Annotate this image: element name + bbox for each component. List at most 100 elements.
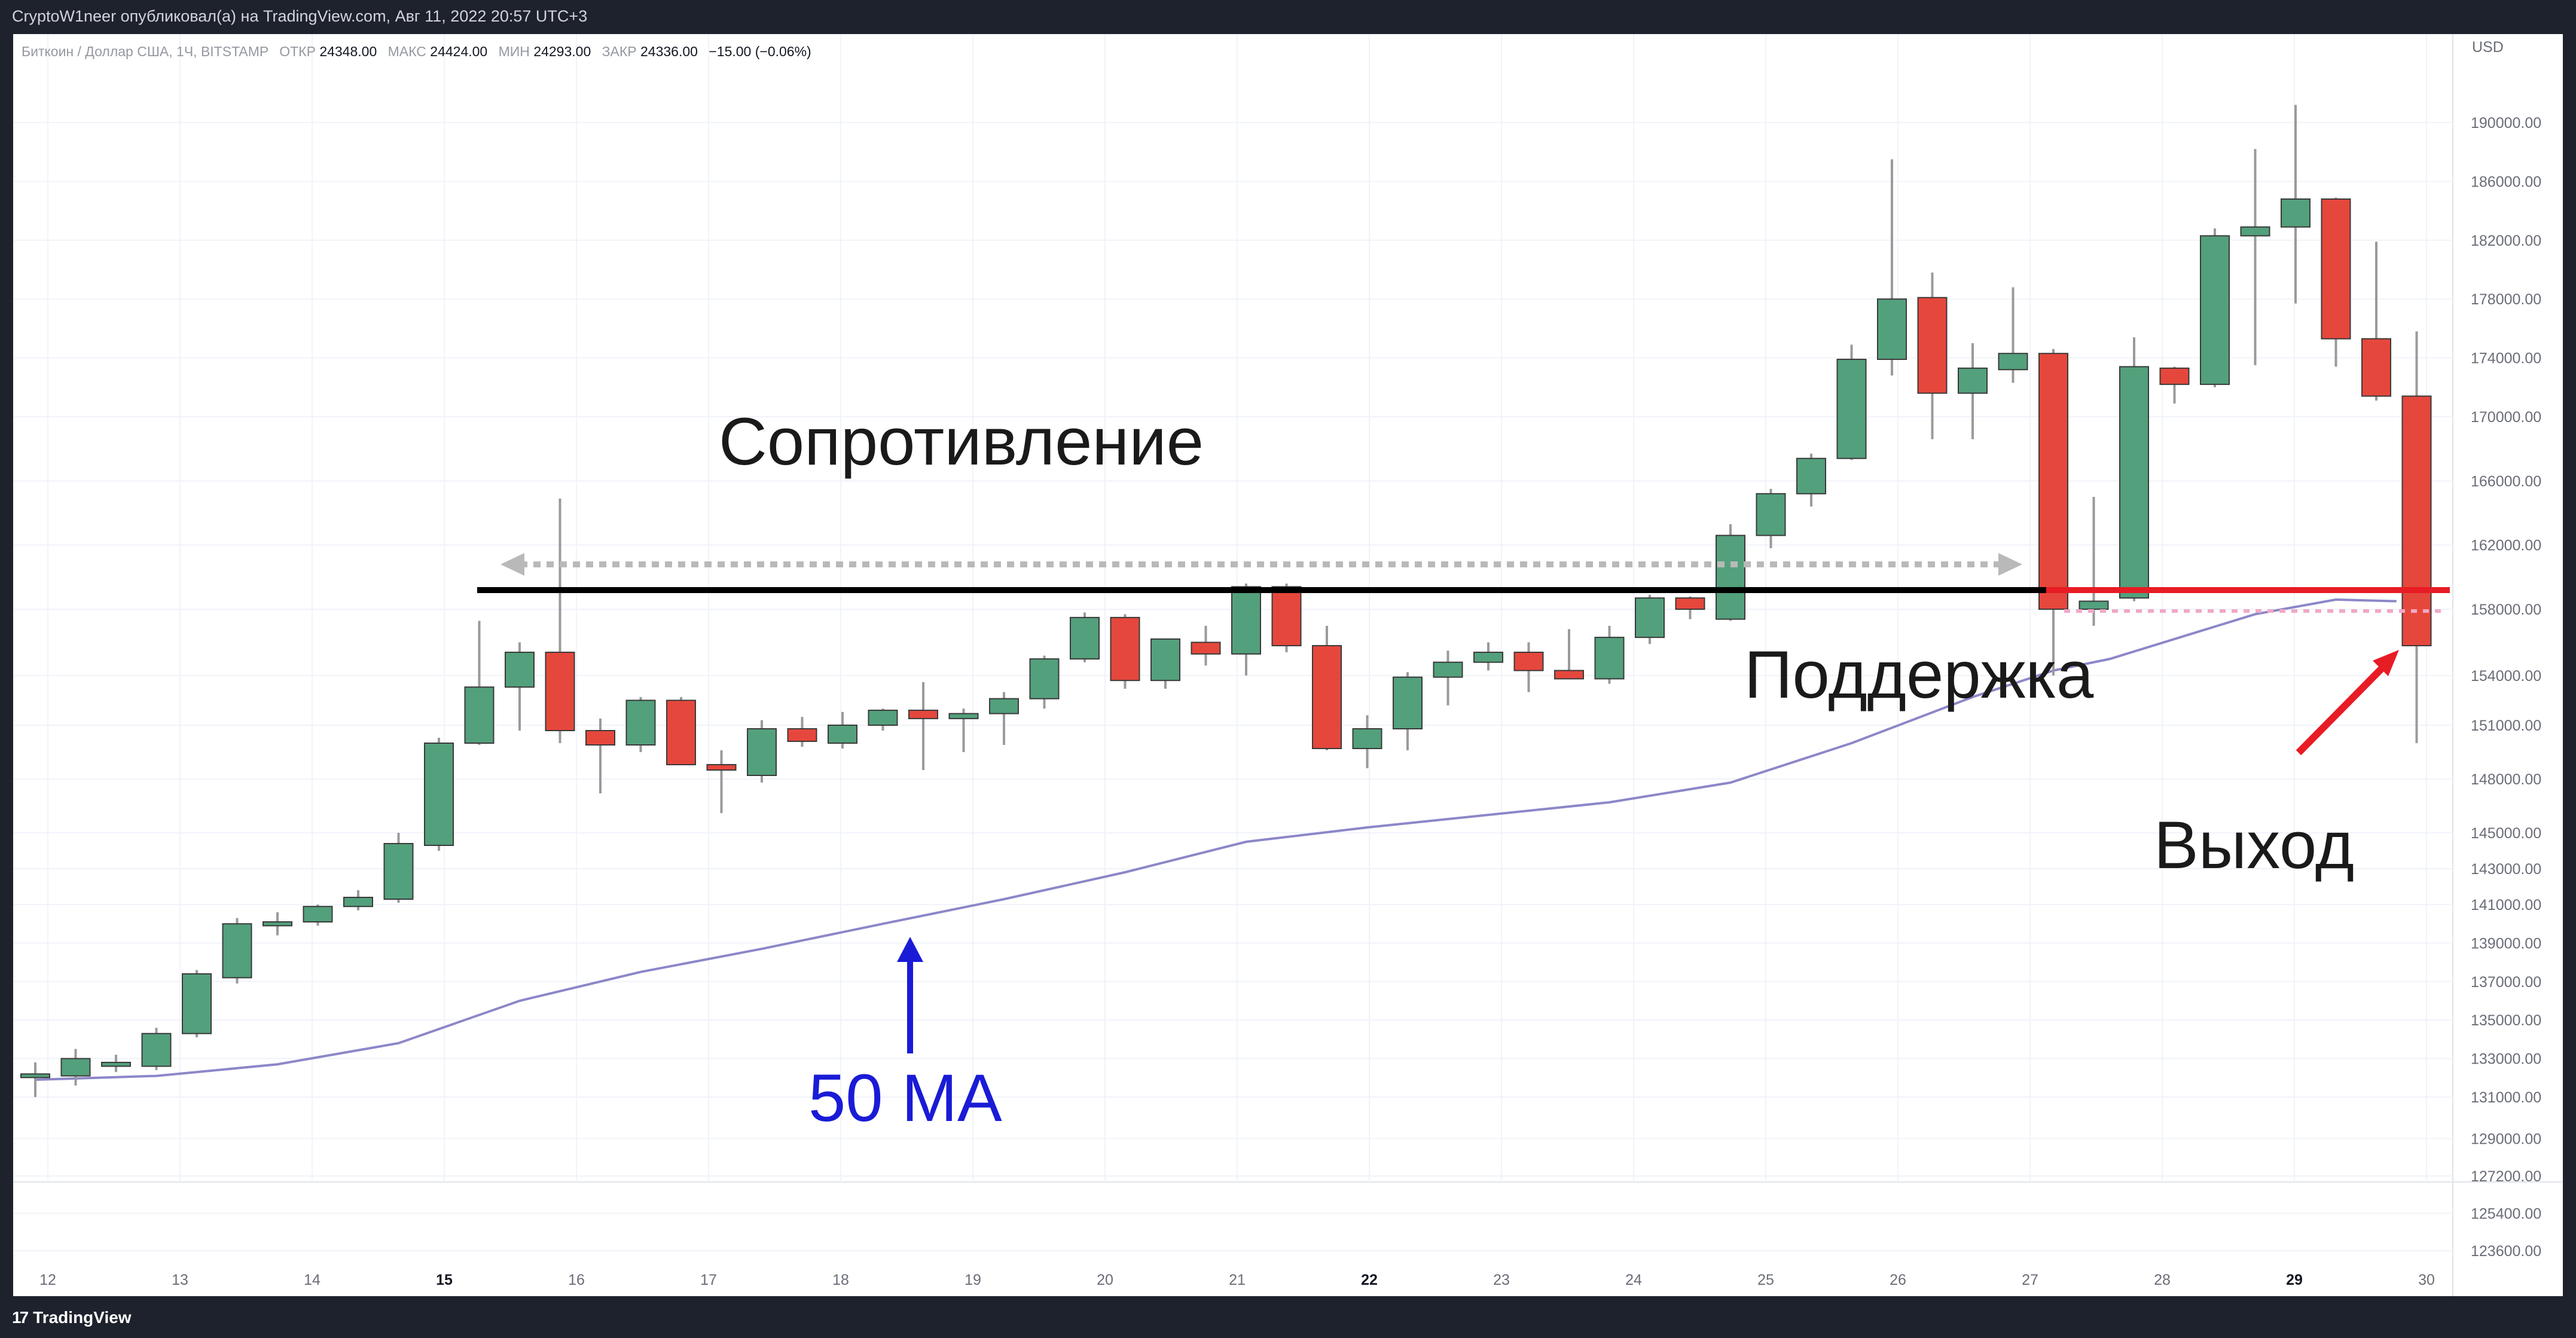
time-tick-label: 13: [172, 1272, 188, 1288]
candle-body: [2159, 367, 2190, 385]
time-tick-label: 20: [1097, 1272, 1113, 1288]
legend-low-value: 24293.00: [533, 44, 591, 59]
time-tick-label: 12: [39, 1272, 56, 1288]
candle-body: [343, 897, 373, 908]
time-tick-label: 18: [832, 1272, 849, 1288]
candle-body: [747, 728, 777, 776]
candle-body: [1029, 658, 1060, 699]
resistance-label: Сопротивление: [719, 404, 1204, 479]
candle: [2078, 497, 2109, 626]
ohlc-legend: Биткоин / Доллар США, 1Ч, BITSTAMP ОТКР …: [22, 44, 811, 59]
candle-body: [2240, 226, 2270, 237]
candle-body: [1796, 457, 1826, 494]
candle: [1191, 625, 1221, 666]
candle-body: [1433, 661, 1463, 678]
candle: [1554, 629, 1584, 680]
price-tick-label: 154000.00: [2471, 668, 2541, 685]
candle-body: [1393, 676, 1423, 729]
candle-body: [1110, 616, 1140, 682]
exit-arrow-shaft: [2296, 659, 2391, 756]
candle: [383, 833, 414, 903]
candle: [1756, 488, 1786, 549]
candle-body: [383, 843, 414, 900]
price-tick-label: 186000.00: [2471, 173, 2541, 190]
candle: [2281, 105, 2311, 304]
candle: [1675, 596, 1705, 619]
candle: [505, 642, 535, 731]
time-tick-label: 22: [1361, 1272, 1378, 1288]
candle-body: [141, 1032, 172, 1067]
candle: [1433, 650, 1463, 705]
candle: [2361, 242, 2391, 401]
candle: [948, 708, 979, 752]
candle-body: [101, 1062, 131, 1067]
candle: [2321, 197, 2351, 367]
legend-high-value: 24424.00: [430, 44, 487, 59]
price-tick-label: 182000.00: [2471, 233, 2541, 249]
candle: [222, 918, 252, 984]
price-tick-label: 127200.00: [2471, 1168, 2541, 1185]
candle-body: [424, 743, 454, 846]
candle-body: [1635, 597, 1665, 639]
candle-body: [1756, 493, 1786, 536]
candle-body: [1150, 638, 1180, 682]
candle: [2038, 349, 2068, 676]
candle: [101, 1055, 131, 1073]
legend-open-label: ОТКР: [279, 44, 316, 59]
candle-body: [1231, 586, 1261, 655]
price-tick-label: 162000.00: [2471, 537, 2541, 554]
price-tick-label: 190000.00: [2471, 115, 2541, 132]
candle-body: [2078, 600, 2109, 610]
candle-body: [1191, 641, 1221, 655]
legend-open-value: 24348.00: [319, 44, 377, 59]
legend-close-value: 24336.00: [640, 44, 698, 59]
candle-body: [1594, 637, 1625, 680]
candle-body: [1877, 298, 1907, 361]
exit-arrow-icon: [2373, 650, 2399, 676]
time-tick-label: 29: [2286, 1272, 2303, 1288]
price-tick-label: 141000.00: [2471, 897, 2541, 914]
time-tick-label: 28: [2154, 1272, 2171, 1288]
candle: [182, 970, 212, 1038]
candle: [1271, 584, 1302, 653]
candle-body: [2361, 338, 2391, 397]
svg-text:Биткоин / Доллар США, 1Ч, BITS: Биткоин / Доллар США, 1Ч, BITSTAMP ОТКР …: [22, 44, 811, 59]
price-tick-label: 151000.00: [2471, 717, 2541, 734]
legend-symbol: Биткоин / Доллар США, 1Ч, BITSTAMP: [22, 44, 268, 59]
time-tick-label: 19: [965, 1272, 981, 1288]
ma50-line: [35, 598, 2397, 1082]
exit-label: Выход: [2154, 808, 2354, 882]
candle-body: [1352, 728, 1382, 749]
price-axis: 190000.00 186000.00 182000.00 178000.00 1740…: [2471, 115, 2541, 1260]
candle-body: [464, 686, 495, 744]
resistance-arrow-left-icon: [500, 553, 524, 576]
price-tick-label: 145000.00: [2471, 825, 2541, 842]
candle: [1393, 672, 1423, 750]
candle: [1312, 625, 1342, 750]
candle-body: [828, 725, 857, 744]
price-tick-label: 129000.00: [2471, 1131, 2541, 1147]
candle: [1029, 655, 1060, 709]
candle: [343, 890, 373, 911]
legend-low-label: МИН: [499, 44, 530, 59]
candle: [989, 692, 1019, 745]
candle: [1917, 272, 1948, 439]
candle-body: [666, 699, 696, 766]
grid: [13, 34, 2453, 1251]
candle-body: [2119, 366, 2149, 599]
candle: [263, 912, 292, 936]
chart-background: [13, 34, 2563, 1296]
candles: [20, 105, 2432, 1097]
time-tick-label: 21: [1229, 1272, 1246, 1288]
candle-body: [20, 1073, 50, 1079]
candle: [1231, 584, 1261, 676]
candle-body: [1070, 616, 1100, 660]
candle: [60, 1049, 91, 1086]
candle: [1473, 642, 1503, 671]
price-tick-label: 158000.00: [2471, 601, 2541, 618]
candle: [1877, 159, 1907, 376]
candle: [2159, 366, 2190, 404]
tradingview-brand[interactable]: 17 TradingView: [12, 1308, 132, 1327]
candle-body: [303, 906, 333, 922]
support-label: Поддержка: [1744, 637, 2094, 712]
